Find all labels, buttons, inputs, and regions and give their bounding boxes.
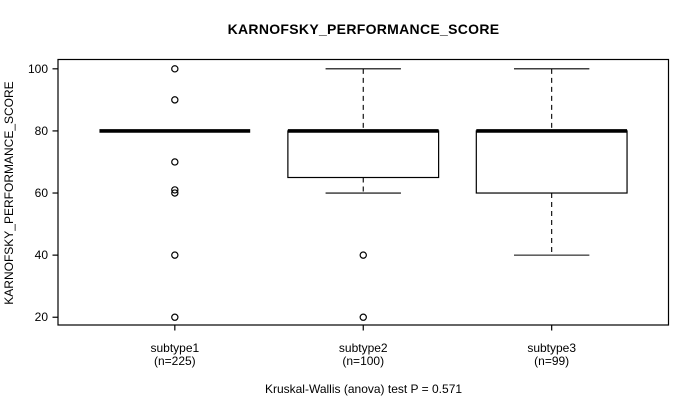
outlier-point <box>171 313 179 321</box>
iqr-box <box>475 130 628 194</box>
y-axis-tick-label: 20 <box>35 310 49 324</box>
x-group-label: subtype2 <box>339 341 388 355</box>
y-axis-tick-label: 60 <box>35 186 49 200</box>
chart-title: KARNOFSKY_PERFORMANCE_SCORE <box>227 21 500 37</box>
iqr-box <box>287 130 440 179</box>
outlier-point <box>171 186 179 194</box>
outlier-point <box>171 158 179 166</box>
x-group-label: subtype1 <box>150 341 199 355</box>
y-axis-tick-label: 40 <box>35 248 49 262</box>
outlier-point <box>171 251 179 259</box>
y-axis-tick-label: 80 <box>35 124 49 138</box>
x-group-label: subtype3 <box>527 341 576 355</box>
outlier-point <box>171 96 179 104</box>
outlier-point <box>171 189 179 197</box>
stat-test-footnote: Kruskal-Wallis (anova) test P = 0.571 <box>264 382 463 396</box>
x-group-n-label: (n=99) <box>534 354 569 368</box>
x-group-n-label: (n=225) <box>154 354 196 368</box>
outlier-point <box>171 65 179 73</box>
outlier-point <box>359 251 367 259</box>
outlier-point <box>359 313 367 321</box>
y-axis-tick-label: 100 <box>28 62 48 76</box>
x-group-n-label: (n=100) <box>342 354 384 368</box>
